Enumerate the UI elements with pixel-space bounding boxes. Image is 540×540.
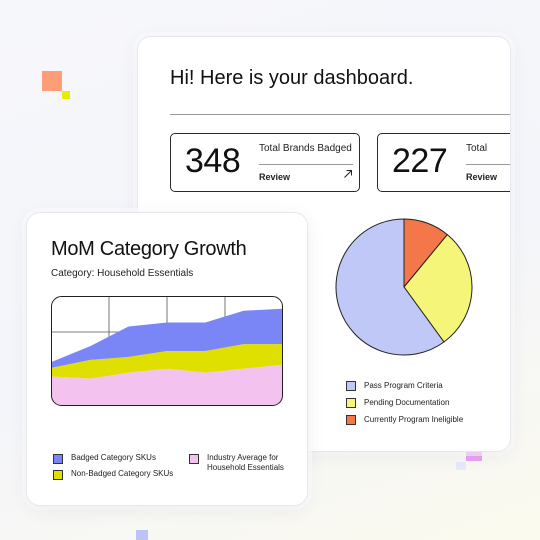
category-growth-card: MoM Category Growth Category: Household …	[26, 212, 308, 506]
stat-label: Total Brands Badged	[259, 143, 352, 154]
legend-label: Badged Category SKUs	[71, 453, 156, 462]
dashboard-greeting: Hi! Here is your dashboard.	[170, 67, 414, 89]
stat-divider	[259, 164, 353, 165]
pie-slice-pending	[403, 233, 473, 343]
arrow-up-right-icon[interactable]	[343, 169, 353, 182]
legend-swatch-badged	[53, 454, 63, 464]
stat-label: Total	[466, 143, 488, 154]
stat-divider	[466, 164, 510, 165]
area-industry-average	[52, 364, 282, 405]
program-status-pie-chart	[335, 218, 473, 356]
area-badged	[52, 308, 282, 368]
stat-card-brands-badged[interactable]: 348 Total Brands Badged Review	[170, 133, 360, 192]
title-divider	[170, 114, 510, 115]
decor-square-lavender	[136, 530, 148, 540]
decor-square-lavender-light	[456, 462, 466, 470]
legend-item: Non-Badged Category SKUs	[53, 469, 173, 480]
legend-label: Industry Average for Household Essential…	[207, 453, 284, 472]
decor-square-orange	[42, 71, 62, 91]
stat-card-second[interactable]: 227 Total Review	[377, 133, 510, 192]
pie-slice-pass	[335, 218, 445, 356]
review-link[interactable]: Review	[259, 172, 291, 182]
legend-item: Badged Category SKUs	[53, 453, 173, 464]
legend-swatch-pending	[346, 397, 356, 408]
legend-swatch-ineligible	[346, 414, 356, 425]
legend-label: Pass Program Criteria	[364, 381, 443, 390]
legend-swatch-non-badged	[53, 470, 63, 480]
growth-legend-right: Industry Average for Household Essential…	[189, 453, 297, 478]
growth-chart-subtitle: Category: Household Essentials	[51, 268, 194, 279]
decor-square-pink	[466, 452, 482, 461]
stat-value: 227	[392, 142, 448, 180]
legend-label: Pending Documentation	[364, 398, 450, 407]
legend-label: Currently Program Ineligible	[364, 415, 464, 424]
legend-swatch-industry-average	[189, 454, 199, 464]
stat-value: 348	[185, 142, 241, 180]
growth-legend-left: Badged Category SKUs Non-Badged Category…	[53, 453, 173, 485]
growth-chart-title: MoM Category Growth	[51, 238, 247, 260]
legend-item: Pass Program Criteria	[346, 377, 463, 394]
category-growth-area-chart	[51, 296, 283, 406]
legend-swatch-pass	[346, 380, 356, 391]
decor-square-yellow	[62, 91, 70, 99]
legend-item: Pending Documentation	[346, 394, 463, 411]
legend-item: Currently Program Ineligible	[346, 411, 463, 428]
chart-frame	[51, 296, 283, 406]
review-link[interactable]: Review	[466, 172, 498, 182]
area-non-badged	[52, 344, 282, 379]
pie-legend: Pass Program Criteria Pending Documentat…	[346, 377, 463, 428]
legend-label: Non-Badged Category SKUs	[71, 469, 174, 478]
legend-item: Industry Average for Household Essential…	[189, 453, 297, 473]
